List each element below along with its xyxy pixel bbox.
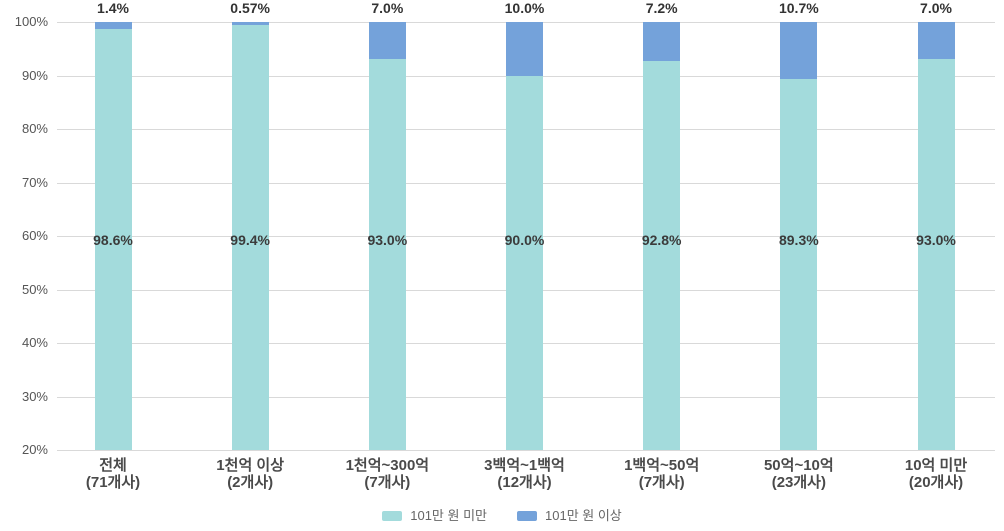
y-axis-tick-label: 90% — [21, 67, 48, 83]
bar-segment-under-101 — [231, 25, 269, 450]
y-axis-tick-label: 30% — [21, 388, 48, 404]
y-axis-tick-label: 40% — [21, 335, 48, 350]
category-count: (12개사) — [497, 474, 552, 491]
data-label-over-101: 7.2% — [645, 0, 678, 16]
bar-segment-over-101 — [368, 22, 406, 60]
x-axis-category-label: 10억 미만 (20개사) — [861, 457, 1004, 491]
category-name: 3백억~1백억 — [484, 457, 565, 474]
category-name: 50억~10억 — [763, 457, 834, 474]
y-axis-tick-label: 100% — [14, 14, 48, 29]
gridline-20 — [57, 450, 995, 451]
data-label-under-101: 93.0% — [916, 232, 956, 248]
bar-segment-under-101 — [94, 29, 132, 450]
data-label-over-101: 10.0% — [504, 0, 545, 16]
data-label-over-101: 7.0% — [371, 0, 404, 16]
bar-segment-over-101 — [94, 22, 132, 30]
x-axis-category-label: 전체 (71개사) — [38, 457, 188, 491]
legend-label-over-101: 101만 원 이상 — [545, 508, 622, 523]
data-label-under-101: 99.4% — [230, 232, 270, 248]
data-label-under-101: 90.0% — [504, 232, 545, 248]
data-label-under-101: 89.3% — [778, 232, 819, 248]
x-axis-category-label: 1천억 이상 (2개사) — [175, 457, 325, 491]
bar-segment-under-101 — [506, 75, 543, 450]
category-name: 1천억 이상 — [216, 457, 285, 474]
x-axis-category-label: 1천억~300억 (7개사) — [312, 457, 462, 491]
bar-segment-under-101 — [780, 79, 818, 450]
data-label-over-101: 1.4% — [97, 0, 129, 16]
data-label-over-101: 10.7% — [778, 0, 819, 16]
data-label-under-101: 98.6% — [93, 232, 133, 248]
y-axis-tick-label: 80% — [21, 121, 48, 136]
category-count: (7개사) — [364, 474, 411, 491]
data-label-over-101: 7.0% — [920, 0, 952, 16]
bar-segment-over-101 — [231, 22, 269, 26]
bar-segment-under-101 — [643, 60, 681, 450]
data-label-under-101: 92.8% — [641, 232, 682, 248]
category-count: (7개사) — [638, 474, 685, 491]
y-axis-tick-label: 50% — [21, 281, 48, 297]
bar-segment-under-101 — [917, 59, 955, 450]
category-name: 전체 — [99, 457, 127, 474]
legend-swatch-over-101 — [517, 511, 537, 521]
legend-item-over-101: 101만 원 이상 — [517, 509, 622, 523]
data-label-under-101: 93.0% — [367, 232, 408, 248]
category-name: 10억 미만 — [904, 457, 968, 474]
category-count: (23개사) — [771, 474, 826, 491]
x-axis-category-label: 50억~10억 (23개사) — [724, 457, 874, 491]
category-name: 1천억~300억 — [345, 457, 430, 474]
bar-segment-over-101 — [917, 22, 955, 60]
legend-label-under-101: 101만 원 미만 — [410, 508, 487, 523]
data-label-over-101: 0.57% — [230, 0, 270, 16]
y-axis-tick-label: 70% — [21, 174, 48, 190]
bar-segment-under-101 — [368, 59, 406, 450]
category-count: (71개사) — [85, 474, 141, 491]
bar-segment-over-101 — [780, 22, 818, 80]
category-count: (2개사) — [227, 474, 274, 491]
bar-segment-over-101 — [506, 22, 543, 76]
legend-item-under-101: 101만 원 미만 — [382, 509, 487, 523]
y-axis-tick-label: 20% — [21, 442, 48, 457]
category-count: (20개사) — [908, 474, 964, 491]
y-axis-tick-label: 60% — [21, 228, 48, 243]
category-name: 1백억~50억 — [624, 457, 700, 474]
legend-swatch-under-101 — [382, 511, 403, 521]
x-axis-category-label: 1백억~50억 (7개사) — [587, 457, 737, 491]
x-axis-category-label: 3백억~1백억 (12개사) — [450, 457, 600, 491]
bar-segment-over-101 — [643, 22, 681, 61]
legend: 101만 원 미만 101만 원 이상 — [0, 509, 1004, 523]
